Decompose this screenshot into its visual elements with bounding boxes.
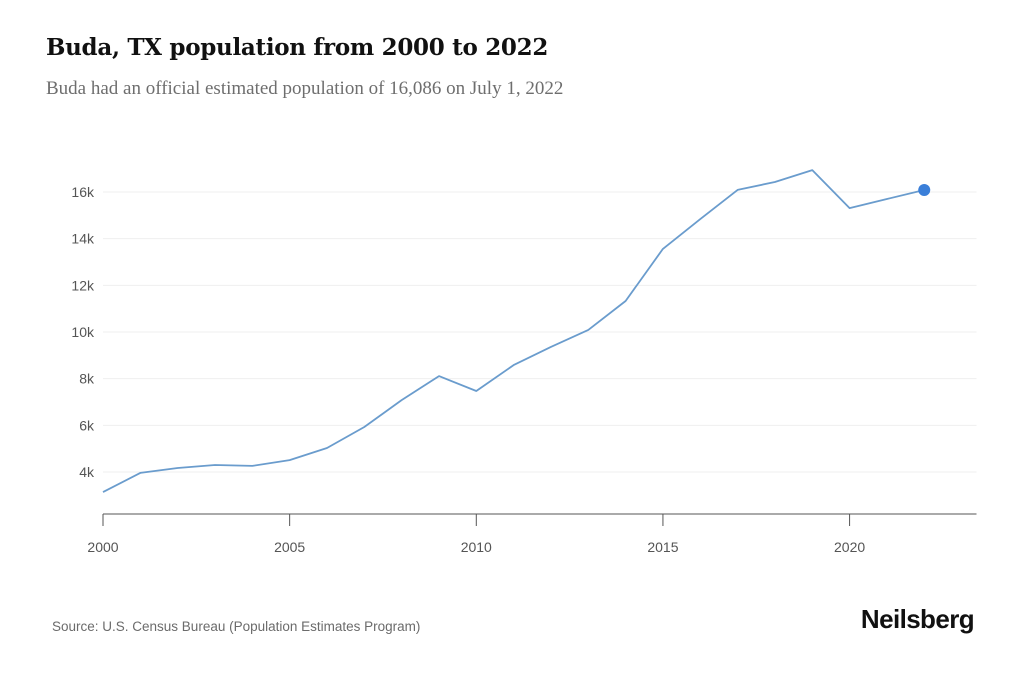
x-tick-label: 2010 — [461, 539, 492, 555]
data-point — [697, 216, 703, 222]
y-tick-label: 16k — [71, 184, 95, 200]
data-point — [585, 327, 591, 333]
y-tick-label: 10k — [71, 324, 95, 340]
data-point — [175, 465, 181, 471]
y-tick-label: 4k — [79, 464, 95, 480]
data-point — [548, 344, 554, 350]
data-point — [511, 362, 517, 368]
data-point — [436, 373, 442, 379]
data-point — [623, 298, 629, 304]
data-point — [884, 196, 890, 202]
x-tick-label: 2020 — [834, 539, 865, 555]
data-point — [399, 397, 405, 403]
chart-subtitle: Buda had an official estimated populatio… — [46, 78, 564, 99]
source-note: Source: U.S. Census Bureau (Population E… — [52, 619, 421, 634]
x-tick-label: 2000 — [87, 539, 118, 555]
x-axis: 2000 2005 2010 2015 2020 — [87, 513, 977, 555]
data-point — [847, 205, 853, 211]
y-tick-label: 12k — [71, 277, 95, 293]
data-point — [100, 489, 106, 495]
series-population — [100, 167, 931, 495]
data-point — [212, 462, 218, 468]
data-point — [324, 445, 330, 451]
gridlines — [103, 191, 977, 473]
data-point — [735, 187, 741, 193]
brand-logo: Neilsberg — [860, 604, 975, 634]
y-tick-label: 14k — [71, 231, 95, 247]
data-point — [660, 246, 666, 252]
population-line — [102, 169, 925, 493]
data-point — [287, 457, 293, 463]
highlight-point-2022 — [918, 183, 931, 196]
x-tick-label: 2005 — [274, 539, 305, 555]
data-point — [473, 388, 479, 394]
data-point — [809, 167, 815, 173]
y-tick-label: 8k — [79, 371, 95, 387]
x-tick-label: 2015 — [647, 539, 678, 555]
y-axis-ticks: 4k 6k 8k 10k 12k 14k 16k — [71, 184, 95, 480]
data-point — [361, 424, 367, 430]
data-point — [137, 470, 143, 476]
data-point — [772, 179, 778, 185]
data-point — [249, 463, 255, 469]
chart-title: Buda, TX population from 2000 to 2022 — [46, 34, 549, 61]
y-tick-label: 6k — [79, 417, 95, 433]
